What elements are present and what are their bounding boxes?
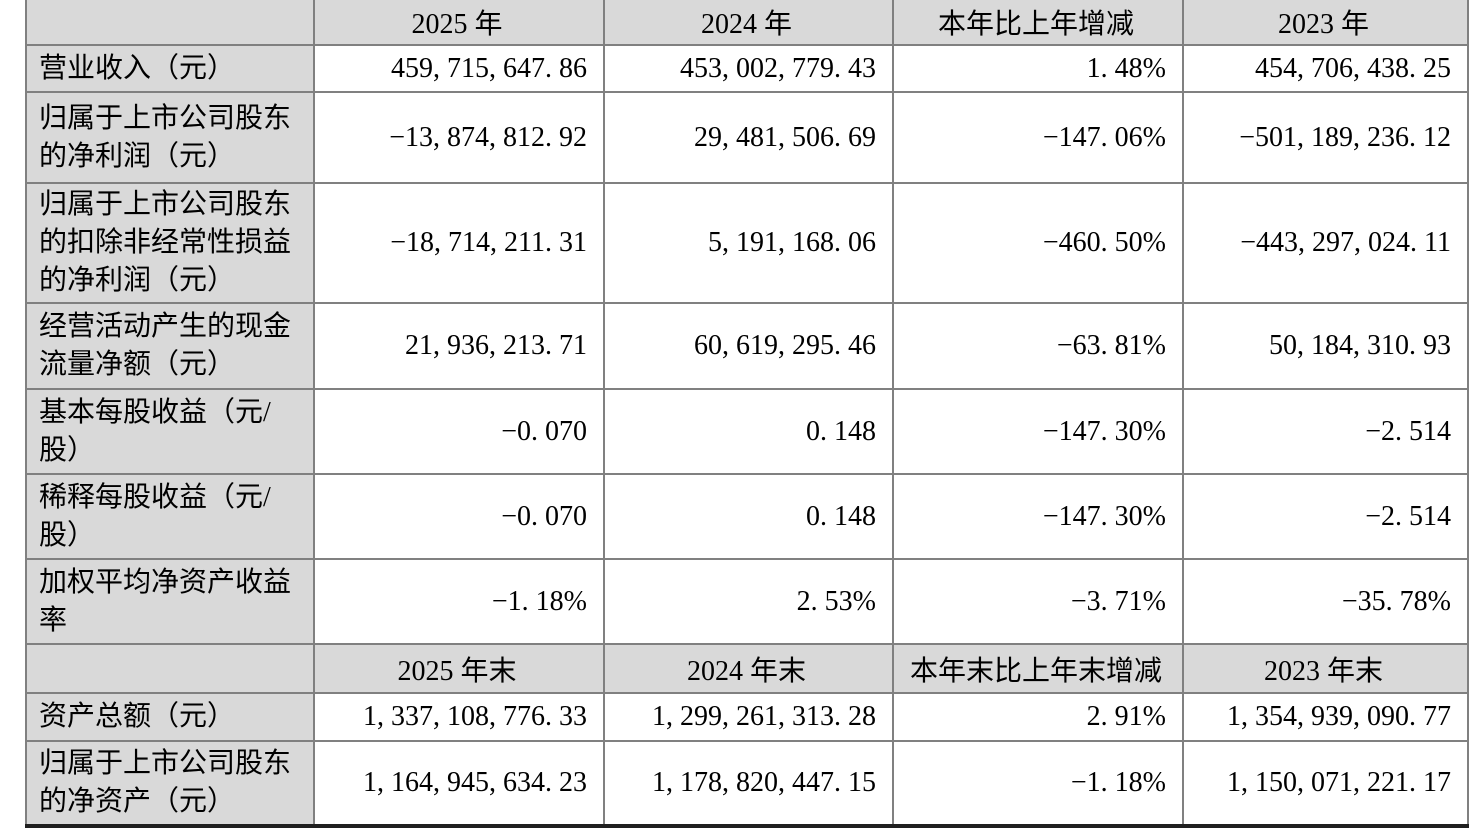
metric-row-diluted-eps: 稀释每股收益（元/股） −0. 070 0. 148 −147. 30% −2.… (25, 473, 1469, 560)
change-cell: −3. 71% (892, 558, 1184, 645)
value-cell-2025: −0. 070 (313, 473, 605, 560)
metric-row-net-profit: 归属于上市公司股东的净利润（元） −13, 874, 812. 92 29, 4… (25, 91, 1469, 184)
value-cell-2023: 50, 184, 310. 93 (1182, 302, 1469, 390)
metric-row-operating-cash-flow: 经营活动产生的现金流量净额（元） 21, 936, 213. 71 60, 61… (25, 302, 1469, 390)
metric-label-cell: 经营活动产生的现金流量净额（元） (25, 302, 315, 390)
metric-label-cell: 归属于上市公司股东的净利润（元） (25, 91, 315, 184)
metric-row-total-assets: 资产总额（元） 1, 337, 108, 776. 33 1, 299, 261… (25, 692, 1469, 742)
year-header-2024: 2024 年 (603, 0, 894, 46)
year-header-2025: 2025 年 (313, 0, 605, 46)
metric-label-cell: 营业收入（元） (25, 44, 315, 93)
corner-cell (25, 643, 315, 694)
value-cell-2024: 5, 191, 168. 06 (603, 182, 894, 304)
change-cell: −147. 30% (892, 473, 1184, 560)
change-cell: 2. 91% (892, 692, 1184, 742)
change-cell: −460. 50% (892, 182, 1184, 304)
metric-label-cell: 加权平均净资产收益率 (25, 558, 315, 645)
metric-label-cell: 归属于上市公司股东的净资产（元） (25, 740, 315, 828)
key-accounting-data-table: 2025 年 2024 年 本年比上年增减 2023 年 营业收入（元） 459… (25, 0, 1469, 828)
value-cell-2025: 21, 936, 213. 71 (313, 302, 605, 390)
value-cell-2023: −35. 78% (1182, 558, 1469, 645)
yoy-change-header: 本年比上年增减 (892, 0, 1184, 46)
value-cell-2024: 0. 148 (603, 473, 894, 560)
value-cell-2024: 1, 178, 820, 447. 15 (603, 740, 894, 828)
period-header-row-eoy: 2025 年末 2024 年末 本年末比上年末增减 2023 年末 (25, 643, 1469, 694)
value-cell-2024: 1, 299, 261, 313. 28 (603, 692, 894, 742)
metric-row-net-profit-excl-nonrecurring: 归属于上市公司股东的扣除非经常性损益的净利润（元） −18, 714, 211.… (25, 182, 1469, 304)
eoy-header-2024: 2024 年末 (603, 643, 894, 694)
metric-label-cell: 稀释每股收益（元/股） (25, 473, 315, 560)
eoy-header-2023: 2023 年末 (1182, 643, 1469, 694)
change-cell: −1. 18% (892, 740, 1184, 828)
value-cell-2023: −2. 514 (1182, 388, 1469, 475)
value-cell-2023: −501, 189, 236. 12 (1182, 91, 1469, 184)
value-cell-2025: −0. 070 (313, 388, 605, 475)
metric-row-net-assets: 归属于上市公司股东的净资产（元） 1, 164, 945, 634. 23 1,… (25, 740, 1469, 828)
change-cell: −147. 30% (892, 388, 1184, 475)
value-cell-2025: 1, 337, 108, 776. 33 (313, 692, 605, 742)
metric-label-cell: 基本每股收益（元/股） (25, 388, 315, 475)
value-cell-2024: 0. 148 (603, 388, 894, 475)
period-header-row-annual: 2025 年 2024 年 本年比上年增减 2023 年 (25, 0, 1469, 46)
value-cell-2025: 1, 164, 945, 634. 23 (313, 740, 605, 828)
year-header-2023: 2023 年 (1182, 0, 1469, 46)
value-cell-2024: 29, 481, 506. 69 (603, 91, 894, 184)
value-cell-2024: 60, 619, 295. 46 (603, 302, 894, 390)
metric-row-revenue: 营业收入（元） 459, 715, 647. 86 453, 002, 779.… (25, 44, 1469, 93)
change-cell: −147. 06% (892, 91, 1184, 184)
value-cell-2025: 459, 715, 647. 86 (313, 44, 605, 93)
change-cell: −63. 81% (892, 302, 1184, 390)
metric-row-weighted-avg-roe: 加权平均净资产收益率 −1. 18% 2. 53% −3. 71% −35. 7… (25, 558, 1469, 645)
value-cell-2023: 1, 354, 939, 090. 77 (1182, 692, 1469, 742)
value-cell-2025: −13, 874, 812. 92 (313, 91, 605, 184)
value-cell-2024: 453, 002, 779. 43 (603, 44, 894, 93)
value-cell-2023: −2. 514 (1182, 473, 1469, 560)
corner-cell (25, 0, 315, 46)
metric-row-basic-eps: 基本每股收益（元/股） −0. 070 0. 148 −147. 30% −2.… (25, 388, 1469, 475)
eoy-header-2025: 2025 年末 (313, 643, 605, 694)
value-cell-2025: −18, 714, 211. 31 (313, 182, 605, 304)
metric-label-cell: 归属于上市公司股东的扣除非经常性损益的净利润（元） (25, 182, 315, 304)
value-cell-2023: 454, 706, 438. 25 (1182, 44, 1469, 93)
financial-summary-table-wrap: 2025 年 2024 年 本年比上年增减 2023 年 营业收入（元） 459… (25, 0, 1469, 828)
change-cell: 1. 48% (892, 44, 1184, 93)
metric-label-cell: 资产总额（元） (25, 692, 315, 742)
value-cell-2024: 2. 53% (603, 558, 894, 645)
value-cell-2023: −443, 297, 024. 11 (1182, 182, 1469, 304)
value-cell-2025: −1. 18% (313, 558, 605, 645)
value-cell-2023: 1, 150, 071, 221. 17 (1182, 740, 1469, 828)
eoy-change-header: 本年末比上年末增减 (892, 643, 1184, 694)
